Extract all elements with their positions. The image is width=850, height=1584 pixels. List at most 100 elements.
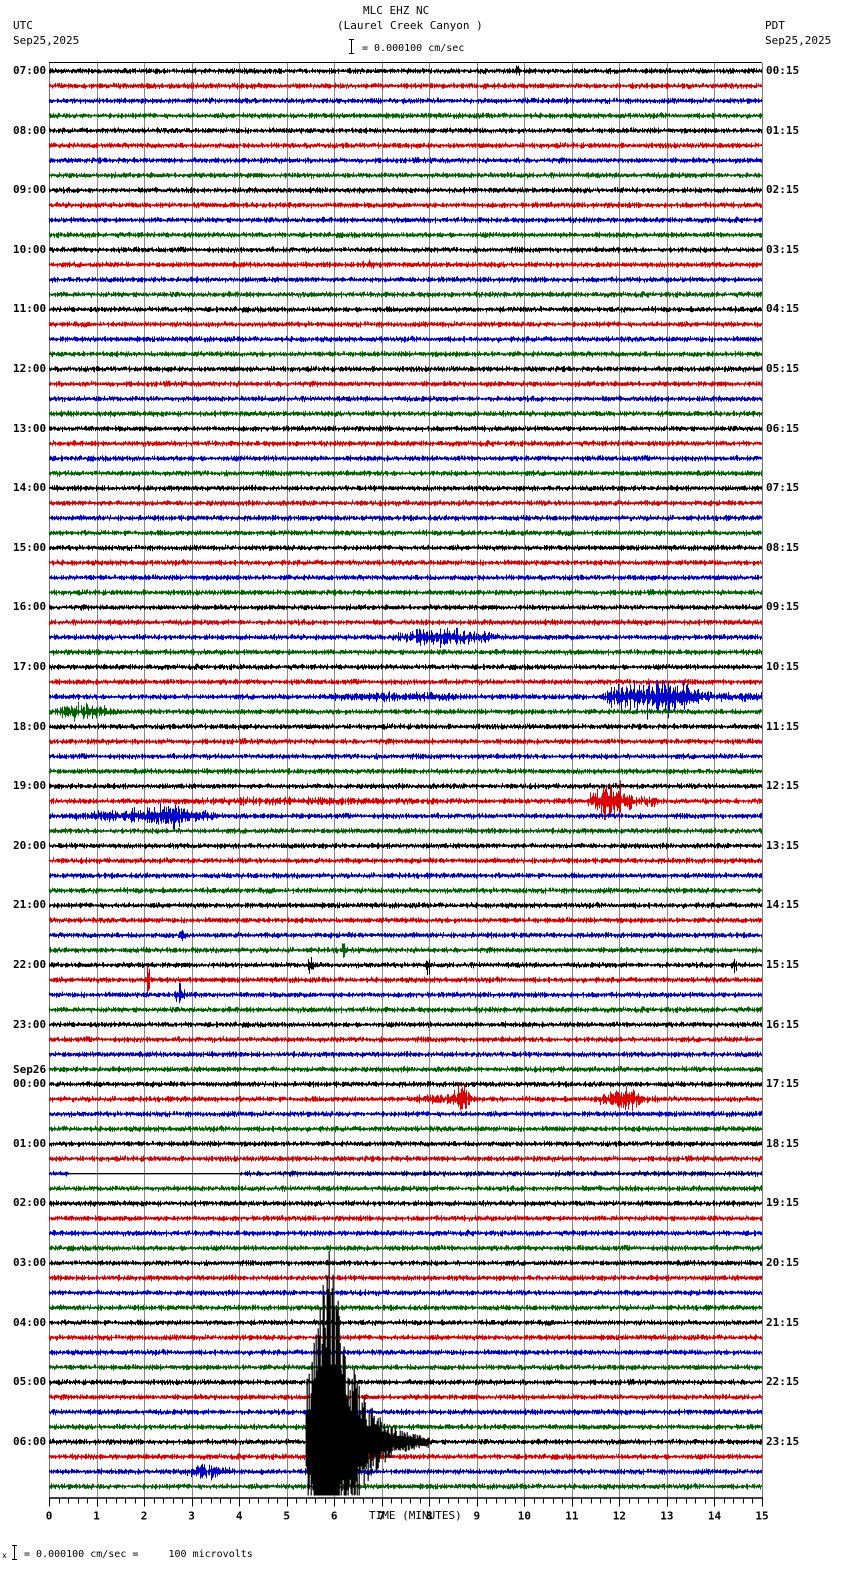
seismic-trace	[49, 872, 762, 879]
seismic-trace	[49, 1215, 762, 1222]
seismic-trace	[49, 171, 762, 179]
pdt-hour-label: 03:15	[766, 242, 800, 256]
seismic-trace	[49, 589, 762, 596]
seismic-trace	[49, 1463, 762, 1481]
utc-hour-label: 11:00	[13, 302, 47, 316]
pdt-hour-label: 10:15	[766, 660, 800, 673]
seismic-trace	[49, 943, 762, 958]
seismic-trace	[49, 574, 762, 581]
x-axis-label: TIME (MINUTES)	[369, 1509, 462, 1522]
seismic-trace	[49, 1051, 762, 1058]
scale-bar-bottom-cap	[349, 53, 354, 54]
seismic-trace	[49, 663, 762, 671]
utc-hour-label: 15:00	[13, 540, 47, 554]
x-tick-label: 14	[708, 1510, 722, 1523]
seismic-trace	[49, 231, 762, 239]
seismic-trace	[49, 305, 762, 313]
pdt-hour-label: 20:15	[766, 1256, 800, 1269]
seismic-trace	[49, 767, 762, 775]
seismic-trace	[49, 1453, 762, 1461]
seismic-trace	[49, 365, 762, 373]
x-tick-label: 12	[613, 1510, 626, 1523]
seismic-trace	[49, 1289, 762, 1297]
seismic-trace	[49, 380, 762, 388]
utc-hour-label: 04:00	[13, 1315, 47, 1329]
utc-hour-label: 01:00	[13, 1136, 47, 1150]
scale-bar-icon	[351, 39, 352, 53]
seismic-trace	[49, 737, 762, 745]
seismic-trace	[49, 1155, 762, 1163]
seismic-trace	[49, 1185, 762, 1192]
x-tick-label: 9	[473, 1510, 480, 1523]
pdt-hour-label: 15:15	[766, 958, 800, 971]
seismic-trace	[49, 335, 762, 343]
utc-hour-label: 12:00	[13, 362, 47, 375]
x-tick-label: 3	[188, 1510, 195, 1523]
seismic-trace	[49, 276, 762, 284]
seismic-trace	[49, 901, 762, 909]
pdt-hour-label: 07:15	[766, 481, 800, 495]
seismic-trace	[49, 1304, 762, 1312]
utc-hour-label: 21:00	[13, 898, 47, 912]
utc-hour-label: 13:00	[13, 421, 47, 435]
seismic-trace	[49, 320, 762, 328]
seismic-trace	[49, 1065, 762, 1073]
seismic-trace	[49, 678, 762, 686]
seismic-trace	[49, 780, 762, 822]
seismic-trace	[49, 544, 762, 552]
seismic-trace	[49, 753, 762, 760]
seismic-trace	[49, 887, 762, 894]
utc-hour-label: 20:00	[13, 838, 47, 852]
pdt-hour-label: 08:15	[766, 540, 800, 554]
seismic-trace	[49, 1259, 762, 1267]
date-change-label: Sep26	[13, 1063, 47, 1077]
right-date: Sep25,2025	[765, 34, 832, 47]
station-title: MLC EHZ NC	[363, 4, 430, 17]
seismic-trace	[49, 440, 762, 447]
seismic-trace	[49, 929, 762, 941]
seismic-trace	[49, 1125, 762, 1133]
utc-hour-label: 16:00	[13, 600, 47, 614]
seismic-trace	[49, 1140, 762, 1148]
utc-hour-label: 22:00	[13, 958, 47, 971]
pdt-hour-label: 18:15	[766, 1136, 800, 1150]
footer-scale-text: = 0.000100 cm/sec = 100 microvolts	[24, 1549, 253, 1560]
footer-scale-bar-top-cap	[12, 1545, 17, 1546]
seismic-trace	[49, 514, 762, 522]
footer-scale-prefix: x	[2, 1551, 7, 1560]
seismic-trace	[49, 803, 762, 831]
pdt-hour-label: 13:15	[766, 838, 800, 852]
seismic-trace	[49, 1319, 762, 1327]
seismic-trace	[49, 701, 762, 722]
seismic-trace	[49, 603, 762, 611]
seismic-trace	[49, 1378, 762, 1386]
seismic-trace	[49, 201, 762, 209]
pdt-hour-label: 06:15	[766, 421, 800, 435]
utc-hour-label: 19:00	[13, 779, 47, 793]
pdt-hour-label: 23:15	[766, 1434, 800, 1448]
seismic-trace	[49, 1364, 762, 1371]
pdt-hour-label: 11:15	[766, 719, 800, 733]
seismic-trace	[49, 1274, 762, 1282]
right-timezone: PDT	[765, 19, 785, 32]
pdt-hour-label: 01:15	[766, 123, 800, 137]
location-title: (Laurel Creek Canyon )	[337, 19, 483, 32]
seismic-trace	[49, 857, 762, 865]
seismic-trace	[49, 782, 762, 790]
utc-hour-label: 05:00	[13, 1375, 47, 1389]
seismic-trace	[49, 1082, 762, 1111]
left-timezone: UTC	[13, 19, 33, 32]
utc-hour-label: 23:00	[13, 1017, 47, 1031]
pdt-hour-label: 22:15	[766, 1375, 800, 1389]
seismic-trace	[49, 259, 762, 269]
seismic-trace	[49, 499, 762, 507]
pdt-hour-label: 02:15	[766, 183, 800, 197]
seismic-trace	[49, 186, 762, 194]
seismic-trace	[49, 559, 762, 567]
pdt-hour-label: 00:15	[766, 64, 800, 77]
utc-hour-label: 10:00	[13, 242, 47, 256]
utc-hour-label: 03:00	[13, 1256, 47, 1269]
large-earthquake-trace	[305, 1250, 430, 1496]
utc-hour-label: 08:00	[13, 123, 47, 137]
